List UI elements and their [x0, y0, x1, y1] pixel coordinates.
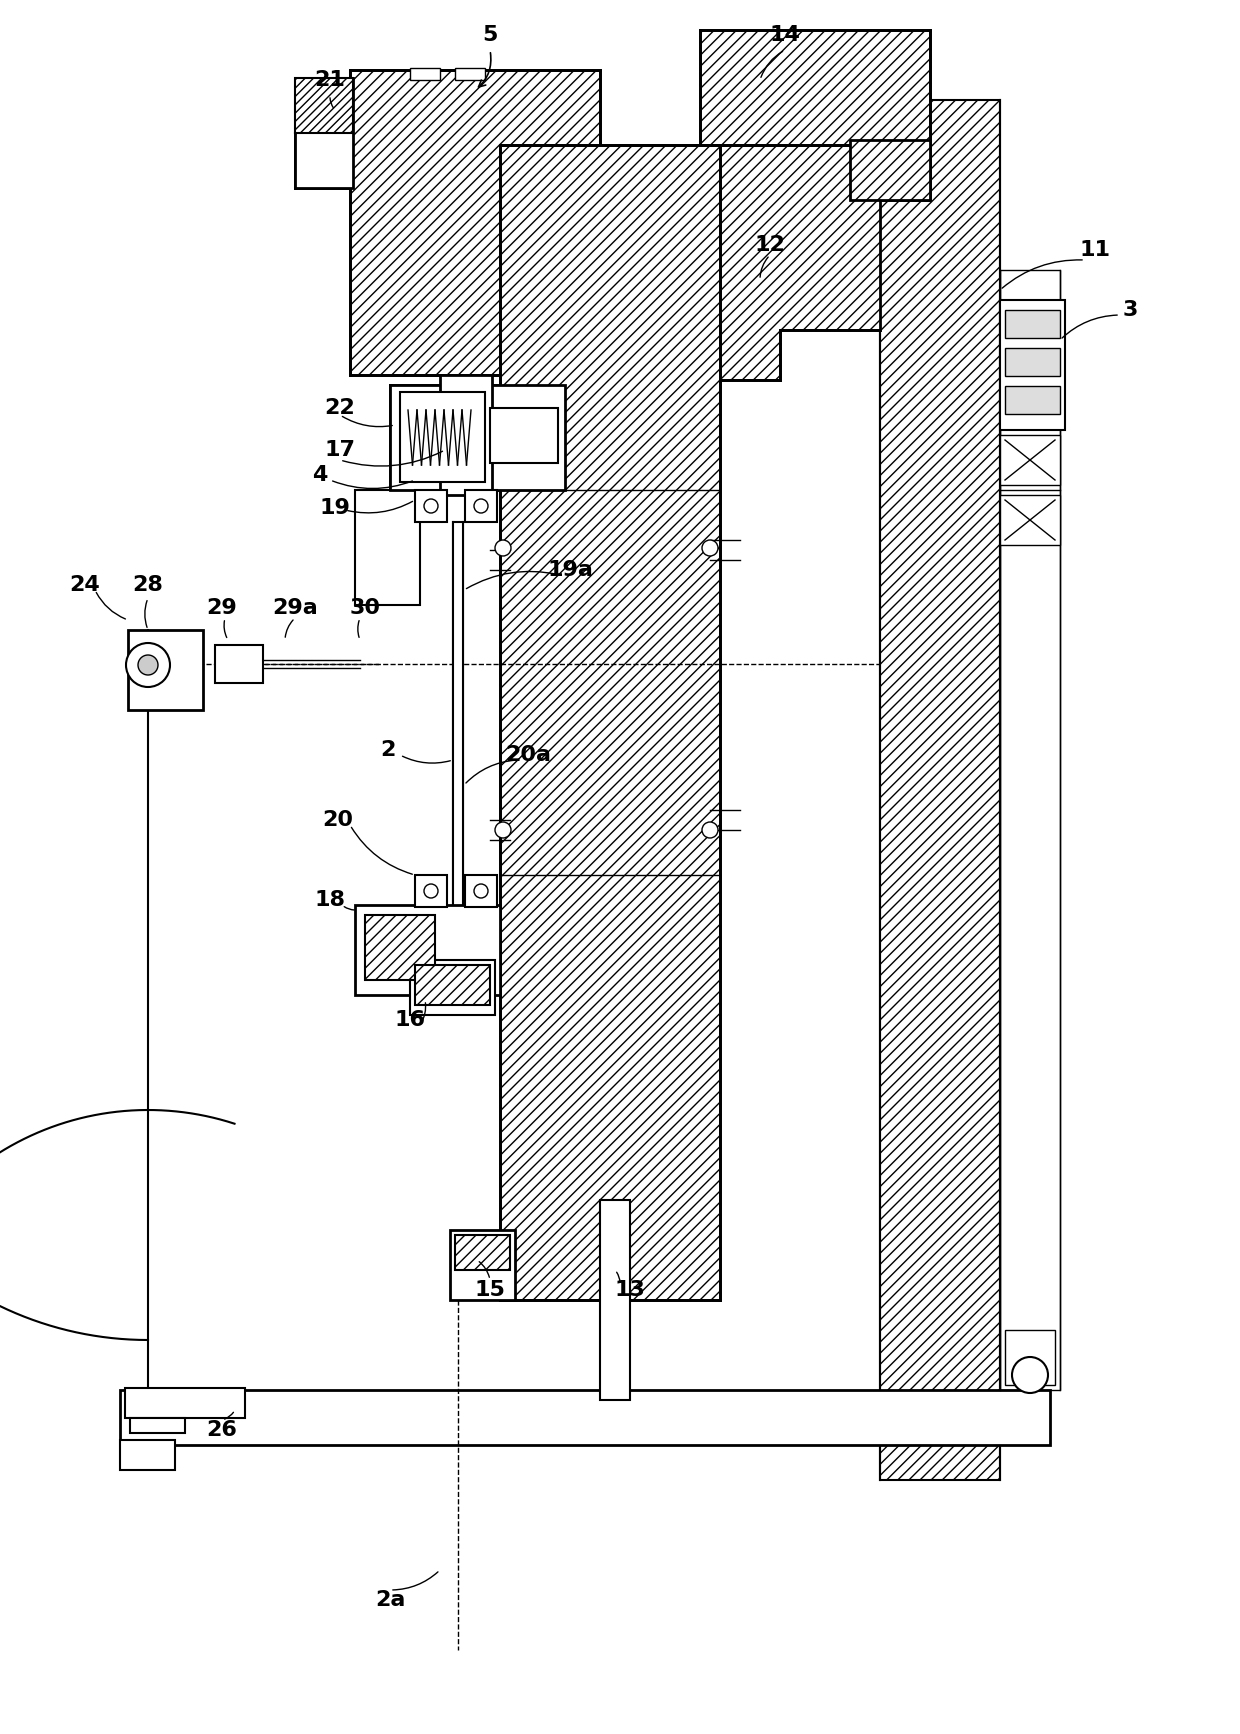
Text: 15: 15: [475, 1280, 506, 1300]
Polygon shape: [620, 146, 880, 380]
Text: 21: 21: [315, 69, 346, 90]
Bar: [391, 385, 565, 491]
Bar: [490, 407, 558, 463]
Text: 28: 28: [133, 576, 164, 595]
Text: 19a: 19a: [547, 560, 593, 579]
Text: 12: 12: [755, 236, 785, 255]
Bar: [465, 876, 497, 907]
Bar: [999, 300, 1065, 430]
Circle shape: [474, 884, 489, 898]
Bar: [120, 1439, 175, 1470]
Text: 5: 5: [482, 24, 497, 45]
Bar: [365, 916, 435, 980]
Bar: [1004, 387, 1060, 414]
Bar: [350, 69, 600, 375]
Bar: [401, 392, 485, 482]
Text: 16: 16: [394, 1009, 425, 1030]
Bar: [999, 271, 1060, 1391]
Bar: [415, 966, 490, 1006]
Circle shape: [424, 884, 438, 898]
Text: 20a: 20a: [505, 746, 551, 765]
Text: 2: 2: [381, 740, 396, 759]
Bar: [440, 375, 492, 494]
Bar: [355, 491, 420, 605]
Bar: [999, 494, 1060, 544]
Text: 11: 11: [1080, 239, 1111, 260]
Text: 17: 17: [325, 440, 356, 460]
Bar: [125, 1387, 246, 1418]
Bar: [1004, 310, 1060, 338]
Bar: [450, 1229, 515, 1300]
Bar: [415, 491, 446, 522]
Bar: [849, 140, 930, 199]
Text: 29a: 29a: [272, 598, 317, 617]
Text: 24: 24: [69, 576, 100, 595]
Bar: [415, 876, 446, 907]
Bar: [130, 1418, 185, 1432]
Text: 26: 26: [207, 1420, 237, 1439]
Text: 4: 4: [312, 465, 327, 486]
Circle shape: [495, 822, 511, 838]
Bar: [120, 1391, 1050, 1444]
Bar: [600, 1200, 630, 1399]
Bar: [410, 961, 495, 1014]
Text: 14: 14: [770, 24, 801, 45]
Bar: [128, 629, 203, 709]
Circle shape: [495, 539, 511, 557]
Bar: [295, 78, 353, 187]
Circle shape: [1012, 1358, 1048, 1392]
Text: 3: 3: [1122, 300, 1137, 321]
Bar: [880, 101, 999, 1481]
Circle shape: [126, 643, 170, 687]
Bar: [455, 68, 485, 80]
Text: 29: 29: [207, 598, 237, 617]
Bar: [465, 491, 497, 522]
Circle shape: [702, 822, 718, 838]
Bar: [453, 522, 463, 912]
Bar: [355, 905, 500, 995]
Text: 2a: 2a: [374, 1590, 405, 1609]
Bar: [500, 146, 720, 1300]
Text: 13: 13: [615, 1280, 646, 1300]
Bar: [215, 645, 263, 683]
Text: 30: 30: [350, 598, 381, 617]
Bar: [410, 68, 440, 80]
Bar: [455, 1235, 510, 1269]
Bar: [1004, 349, 1060, 376]
Text: 18: 18: [315, 890, 346, 910]
Circle shape: [424, 499, 438, 513]
Circle shape: [702, 539, 718, 557]
Bar: [295, 78, 353, 134]
Bar: [1004, 1330, 1055, 1385]
Circle shape: [474, 499, 489, 513]
Bar: [999, 435, 1060, 486]
Circle shape: [138, 655, 157, 675]
Polygon shape: [701, 175, 760, 220]
Bar: [701, 29, 930, 175]
Text: 20: 20: [322, 810, 353, 831]
Text: 22: 22: [325, 399, 356, 418]
Text: 19: 19: [320, 498, 351, 518]
